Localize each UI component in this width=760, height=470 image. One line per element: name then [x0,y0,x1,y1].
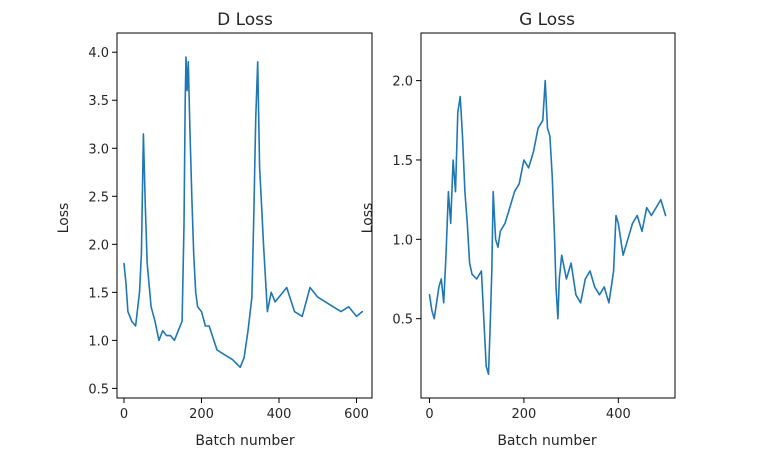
g-loss-chart: G Loss Batch number Loss 0 200 400 0.5 1.0 1.… [360,10,676,449]
d-loss-y-tick-label: 2.0 [88,238,109,253]
g-loss-y-tick-label: 2.0 [392,75,413,90]
d-loss-x-tick-label: 400 [267,407,292,422]
d-loss-y-tick-label: 1.0 [88,334,109,349]
d-loss-series-line [123,56,364,369]
g-loss-y-tick-label: 1.0 [392,233,413,248]
g-loss-ylabel: Loss [360,203,376,234]
d-loss-ylabel: Loss [56,203,72,234]
g-loss-series-line [428,79,667,376]
d-loss-y-tick-label: 0.5 [88,382,109,397]
d-loss-x-tick-label: 600 [344,407,369,422]
g-loss-title: G Loss [519,10,575,30]
d-loss-y-tick-label: 3.5 [88,94,109,109]
g-loss-x-tick-label: 400 [606,407,631,422]
d-loss-chart: D Loss Batch number Loss 0 200 400 600 0.5 1.… [56,10,373,449]
d-loss-plot-frame [116,32,373,399]
d-loss-xlabel: Batch number [195,433,295,449]
g-loss-x-tick-label: 0 [425,407,433,422]
d-loss-y-tick-label: 3.0 [88,142,109,157]
g-loss-plot-frame [420,32,676,399]
g-loss-y-tick-label: 0.5 [392,313,413,328]
d-loss-y-tick-label: 1.5 [88,286,109,301]
d-loss-title: D Loss [217,10,273,30]
g-loss-xlabel: Batch number [497,433,597,449]
g-loss-x-tick-label: 200 [512,407,537,422]
g-loss-y-tick-label: 1.5 [392,154,413,169]
d-loss-y-tick-label: 4.0 [88,46,109,61]
d-loss-x-tick-label: 0 [120,407,128,422]
d-loss-y-tick-label: 2.5 [88,190,109,205]
d-loss-x-tick-label: 200 [189,407,214,422]
